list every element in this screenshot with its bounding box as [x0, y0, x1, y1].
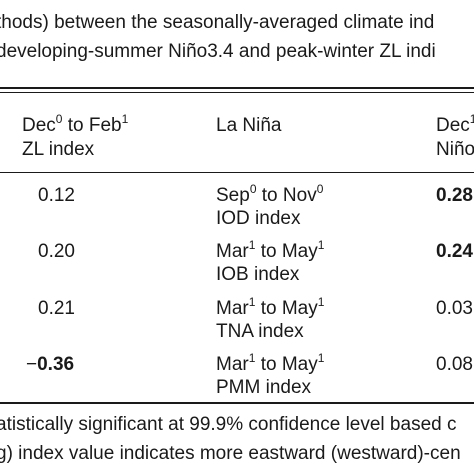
footnote-line-1: atistically significant at 99.9% confide…	[0, 414, 457, 435]
row1-right-value: 0.28	[436, 185, 473, 206]
row2-value: 0.20	[38, 241, 75, 262]
row1-value: 0.12	[38, 185, 75, 206]
row2-index: IOB index	[216, 264, 300, 285]
row1-season: Sep0 to Nov0	[216, 181, 324, 206]
header-col1-line1: Dec0 to Feb1	[22, 111, 129, 136]
row4-index: PMM index	[216, 377, 312, 398]
row3-index: TNA index	[216, 321, 304, 342]
table-bottom-rule	[0, 402, 474, 404]
header-col3-line1: Dec1	[436, 111, 474, 136]
row3-value: 0.21	[38, 298, 75, 319]
row2-right-value: 0.24	[436, 241, 473, 262]
table-top-rule	[0, 87, 474, 89]
header-col2: La Niña	[216, 115, 282, 136]
row4-value: −0.36	[26, 354, 75, 375]
caption-line-1: thods) between the seasonally-averaged c…	[0, 12, 435, 33]
row2-season: Mar1 to May1	[216, 237, 325, 262]
row4-season: Mar1 to May1	[216, 350, 325, 375]
header-col3-line2: Niño	[436, 139, 474, 160]
row3-right-value: 0.03	[436, 298, 473, 319]
caption-line-2: developing-summer Niño3.4 and peak-winte…	[0, 41, 436, 62]
footnote-line-2: g) index value indicates more eastward (…	[0, 443, 461, 464]
table-top-rule-thin	[0, 92, 474, 93]
row4-right-value: 0.08	[436, 354, 473, 375]
row1-index: IOD index	[216, 208, 301, 229]
header-rule	[0, 172, 474, 173]
row3-season: Mar1 to May1	[216, 294, 325, 319]
header-col1-line2: ZL index	[22, 139, 95, 160]
